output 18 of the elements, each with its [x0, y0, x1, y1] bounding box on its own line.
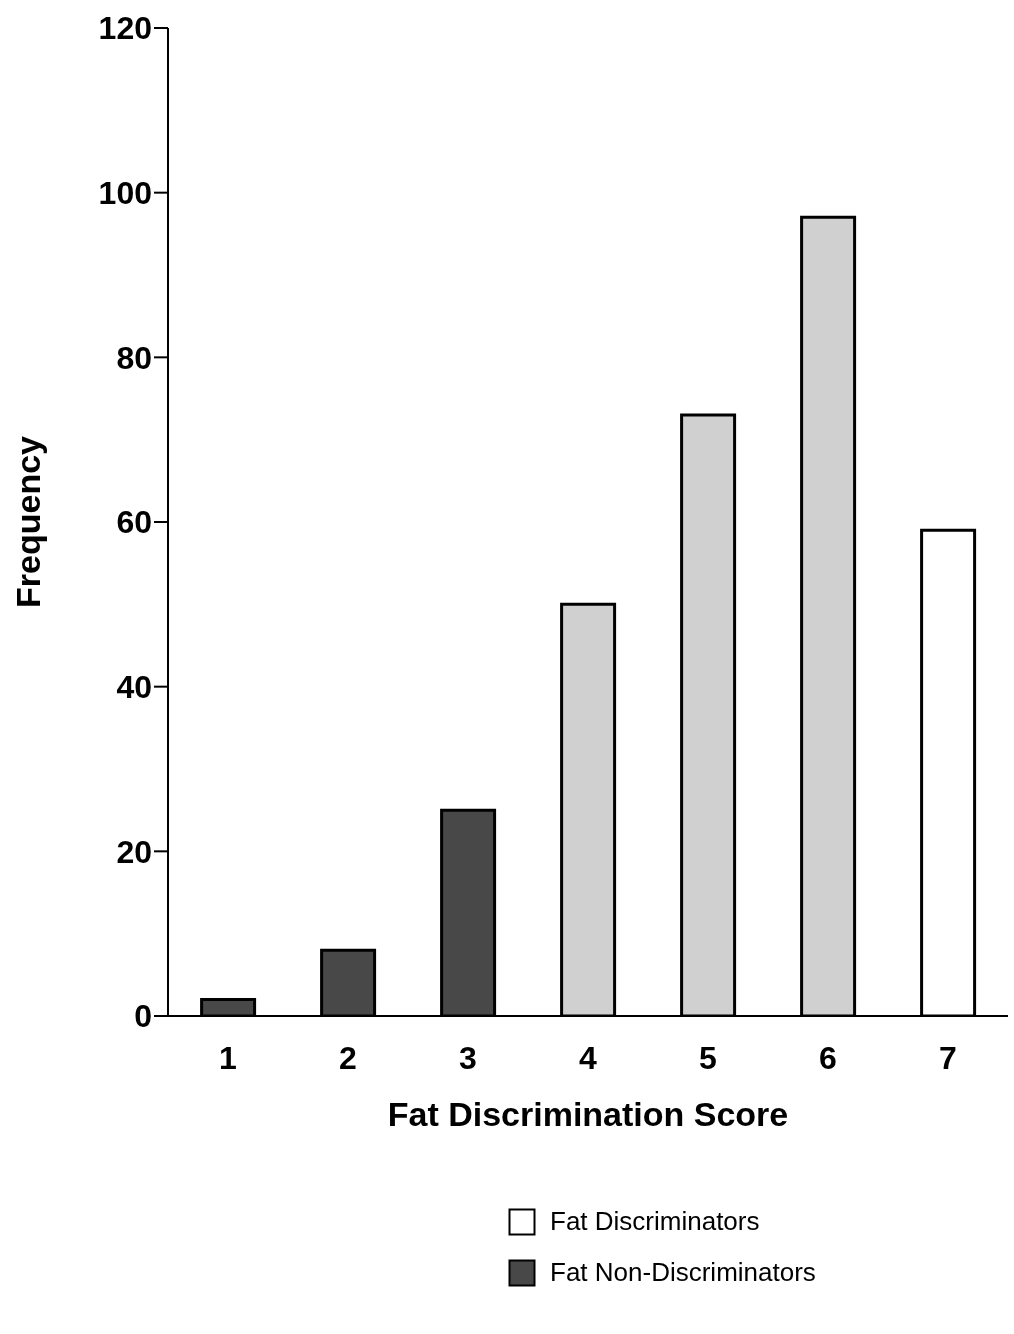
x-tick-label: 6: [819, 1039, 837, 1076]
x-axis-title: Fat Discrimination Score: [387, 1095, 789, 1133]
x-tick-label: 7: [939, 1039, 957, 1076]
legend-label: Fat Non-Discriminators: [550, 1257, 816, 1288]
y-tick-label: 0: [134, 998, 152, 1035]
legend-label: Fat Discriminators: [550, 1206, 760, 1237]
x-tick-label: 4: [579, 1039, 598, 1076]
y-tick-label: 60: [116, 504, 152, 541]
y-tick-label: 100: [98, 175, 152, 212]
x-tick-label: 1: [219, 1039, 237, 1076]
x-tick-label: 3: [459, 1039, 477, 1076]
y-tick-label: 20: [116, 833, 152, 870]
y-tick-label: 120: [98, 10, 152, 47]
x-tick-label: 2: [339, 1039, 357, 1076]
y-tick-label: 80: [116, 339, 152, 376]
y-tick-label: 40: [116, 669, 152, 706]
x-tick-label: 5: [699, 1039, 717, 1076]
y-axis-title: Frequency: [9, 435, 48, 608]
